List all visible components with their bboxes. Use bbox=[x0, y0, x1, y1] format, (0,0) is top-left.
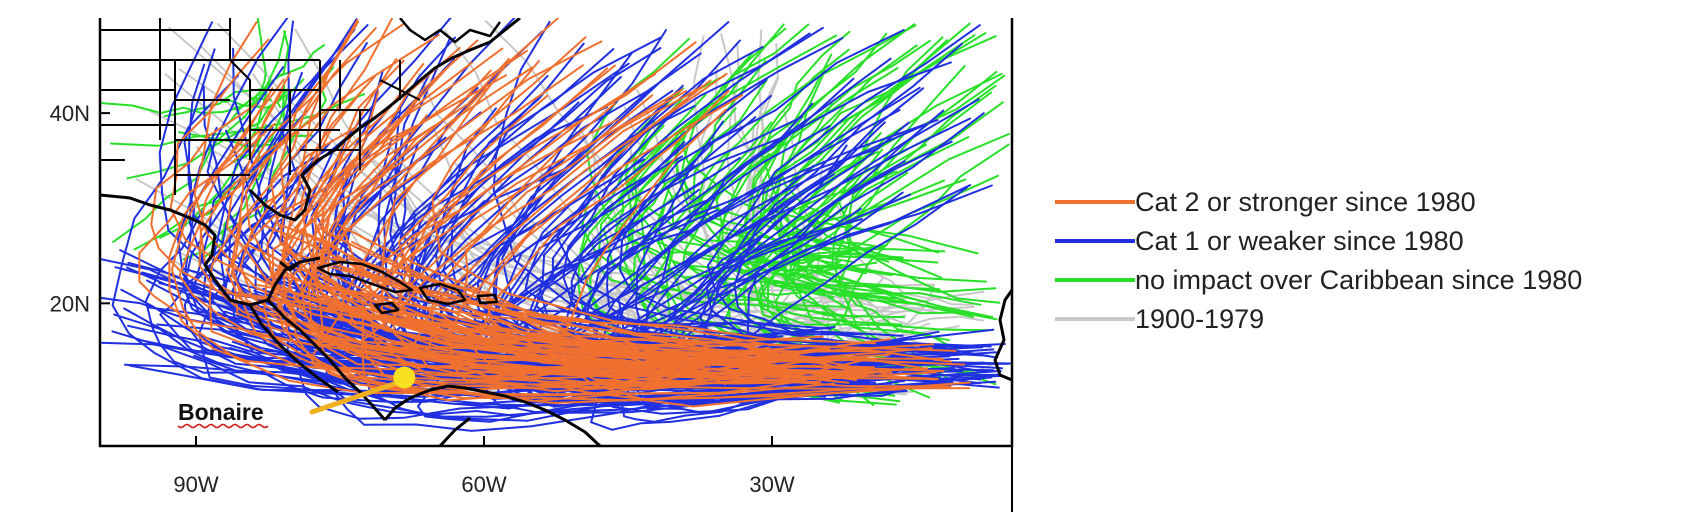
storm-track bbox=[758, 133, 1010, 326]
storm-track bbox=[182, 128, 298, 261]
canada-coast bbox=[399, 18, 502, 44]
storm-track bbox=[715, 48, 902, 300]
storm-track bbox=[280, 249, 779, 354]
legend: Cat 2 or stronger since 1980 Cat 1 or wea… bbox=[1055, 187, 1582, 334]
legend-label: Cat 1 or weaker since 1980 bbox=[1135, 226, 1464, 256]
storm-track bbox=[111, 330, 658, 417]
legend-label: Cat 2 or stronger since 1980 bbox=[1135, 187, 1476, 217]
lon-tick-label: 30W bbox=[749, 472, 794, 497]
storm-track bbox=[831, 65, 966, 352]
storm-track bbox=[590, 211, 900, 431]
bonaire-marker bbox=[393, 366, 416, 389]
jamaica-coast bbox=[373, 301, 400, 315]
south-america-coast bbox=[383, 384, 602, 446]
africa-coast bbox=[993, 289, 1012, 382]
map-panel: Bonaire bbox=[98, 18, 1014, 512]
legend-label: 1900-1979 bbox=[1135, 304, 1264, 334]
state-boundaries bbox=[100, 18, 421, 195]
storm-track bbox=[659, 27, 851, 311]
storm-track bbox=[221, 18, 267, 129]
lat-tick-label: 40N bbox=[50, 101, 90, 126]
lat-axis: 40N 20N bbox=[50, 101, 110, 316]
storm-track bbox=[298, 58, 908, 379]
central-america-coast bbox=[248, 298, 387, 421]
storm-track bbox=[682, 23, 979, 255]
storm-track bbox=[338, 224, 727, 385]
north-america-coast bbox=[100, 18, 521, 307]
storm-track bbox=[780, 22, 971, 263]
coastlines bbox=[100, 18, 1012, 446]
storm-track bbox=[697, 24, 917, 252]
storm-track bbox=[317, 286, 752, 363]
storm-track bbox=[620, 191, 904, 423]
storm-track bbox=[246, 243, 689, 376]
bonaire-arrow bbox=[309, 380, 401, 415]
map-frame bbox=[98, 18, 1014, 448]
storm-track bbox=[465, 198, 821, 328]
storm-track bbox=[474, 89, 874, 401]
storm-track bbox=[111, 74, 717, 393]
lat-tick-label: 20N bbox=[50, 291, 90, 316]
storm-track bbox=[198, 81, 286, 263]
storm-track bbox=[311, 88, 728, 396]
lon-tick-label: 90W bbox=[173, 472, 218, 497]
storm-track bbox=[301, 60, 831, 374]
bonaire-underline bbox=[177, 423, 269, 429]
cuba-coast bbox=[316, 260, 414, 294]
storm-track bbox=[178, 110, 809, 365]
storm-track bbox=[230, 72, 807, 402]
storm-track bbox=[619, 29, 999, 359]
bonaire-label: Bonaire bbox=[178, 399, 264, 425]
storm-track bbox=[351, 241, 832, 367]
puerto-rico-coast bbox=[476, 293, 499, 305]
storm-track bbox=[110, 93, 366, 147]
storm-track bbox=[427, 102, 814, 384]
hispaniola-coast bbox=[418, 282, 467, 306]
storm-track bbox=[305, 281, 827, 364]
lon-tick-label: 60W bbox=[461, 472, 506, 497]
storm-track bbox=[291, 87, 836, 402]
storm-track bbox=[310, 90, 830, 381]
lon-axis: 90W 60W 30W bbox=[173, 436, 795, 497]
storm-track bbox=[341, 36, 868, 383]
storm-track bbox=[208, 105, 938, 387]
bonaire-annotation: Bonaire bbox=[177, 366, 416, 429]
storm-track bbox=[417, 209, 738, 423]
storm-track bbox=[256, 283, 715, 357]
tracks-orange bbox=[138, 18, 971, 408]
legend-label: no impact over Caribbean since 1980 bbox=[1135, 265, 1582, 295]
storm-track bbox=[225, 124, 721, 375]
storm-track bbox=[244, 27, 966, 366]
storm-track bbox=[431, 60, 952, 363]
